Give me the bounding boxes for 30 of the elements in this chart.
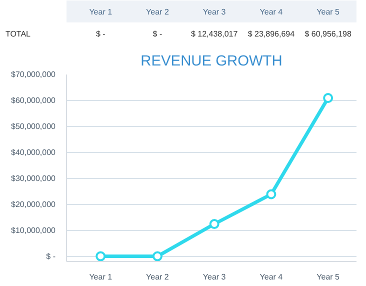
y-tick-label: $60,000,000 [11,96,56,105]
y-tick-label: $20,000,000 [11,200,56,209]
x-tick-label: Year 2 [146,272,170,282]
data-label: $ 12,438,017 [190,29,238,38]
x-tick-label: Year 1 [89,272,113,282]
point [266,189,276,200]
text: TOTAL [5,29,32,38]
y-tick-label: $70,000,000 [11,70,56,79]
category-label: Year 2 [146,8,169,16]
category-label: Year 5 [316,8,340,16]
point [323,92,334,103]
chart-title: REVENUE GROWTH [140,54,282,70]
y-tick-label: $40,000,000 [11,148,56,157]
data-label: $ - [152,29,162,38]
x-tick-label: Year 5 [316,272,340,282]
point [152,251,162,262]
data-label: $ - [96,29,106,38]
point [96,251,106,262]
data-label: $ 23,896,694 [248,29,296,38]
y-tick-label: $50,000,000 [11,122,56,131]
category-label: Year 3 [202,8,226,16]
category-label: Year 4 [260,8,283,16]
y-tick-label: $ - [46,252,56,261]
x-tick-label: Year 4 [260,272,284,282]
y-tick-label: $10,000,000 [11,226,56,235]
point [209,219,220,229]
y-tick-label: $30,000,000 [11,174,56,183]
category-label: Year 1 [89,8,112,16]
data-label: $ 60,956,198 [304,29,352,38]
x-tick-label: Year 3 [202,272,226,282]
